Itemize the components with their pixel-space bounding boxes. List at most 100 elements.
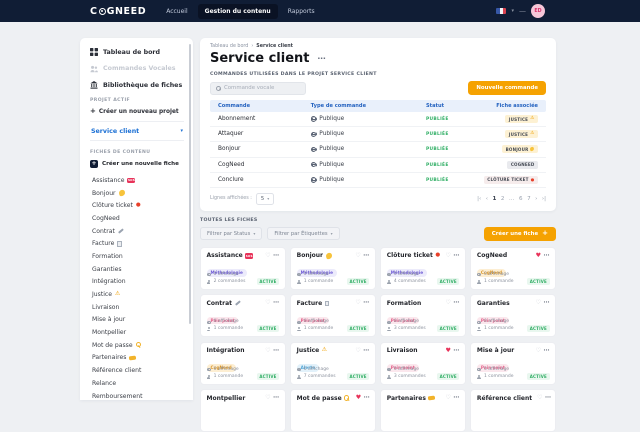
card-menu-icon[interactable]: ⋯	[363, 394, 370, 402]
sidebar-fiche-livraison[interactable]: Livraison	[92, 303, 120, 311]
sidebar-fiche-montpellier[interactable]: Montpellier	[92, 329, 127, 337]
sidebar-fiche-mise-a-jour[interactable]: Mise à jour	[92, 316, 126, 324]
favorite-icon[interactable]: ♡	[355, 346, 361, 354]
fiche-card-justice[interactable]: Justice ⚠ ♡ ⋯ Alerte 0 affichage 7 commande…	[290, 341, 376, 385]
sidebar-fiche-relance[interactable]: Relance	[92, 379, 117, 387]
favorite-icon[interactable]: ♡	[535, 346, 541, 354]
table-row[interactable]: Abonnement Publique PUBLIÉE JUSTICE ⚠	[210, 112, 546, 128]
sidebar-fiche-bonjour[interactable]: Bonjour	[90, 187, 184, 200]
sidebar-item-service-client[interactable]: Service client ▾	[90, 121, 184, 141]
title-menu-icon[interactable]: ⋯	[317, 54, 326, 63]
fiche-card-assistance[interactable]: Assistance♡⋯ Méthodologie 0 affichage 2 …	[200, 246, 286, 290]
fiche-badge[interactable]: CLÔTURE TICKET ●	[483, 175, 538, 184]
fiche-card-mot-de-passe[interactable]: Mot de passe ♥ ⋯	[290, 389, 376, 432]
pagination-page-2[interactable]: 2	[500, 195, 505, 202]
fiche-badge[interactable]: JUSTICE ⚠	[505, 130, 538, 139]
fiche-card-facture[interactable]: Facture ♡ ⋯ Pain point 0 affichage 1 comma…	[290, 294, 376, 338]
favorite-icon[interactable]: ♡	[265, 394, 271, 402]
fiche-badge[interactable]: JUSTICE ⚠	[505, 115, 538, 124]
card-menu-icon[interactable]: ⋯	[543, 346, 550, 354]
sidebar-fiche-facture[interactable]: Facture	[90, 237, 184, 250]
sidebar-fiche-reference-client[interactable]: Référence client	[92, 367, 142, 375]
favorite-icon[interactable]: ♥	[445, 346, 451, 354]
favorite-icon[interactable]: ♡	[355, 251, 361, 259]
sidebar-fiche-cloture-ticket[interactable]: Clôture ticket ●	[92, 201, 141, 210]
favorite-icon[interactable]: ♥	[355, 394, 362, 402]
breadcrumb-tableau-de-bord[interactable]: Tableau de bord	[210, 44, 249, 49]
table-row[interactable]: Bonjour Publique PUBLIÉE BONJOUR	[210, 142, 546, 158]
favorite-icon[interactable]: ♡	[355, 299, 361, 307]
card-menu-icon[interactable]: ⋯	[273, 346, 280, 354]
command-search[interactable]	[210, 81, 306, 95]
fiche-card-partenaires[interactable]: Partenaires ♡ ⋯	[380, 389, 466, 432]
pagination-page-1[interactable]: 1	[492, 195, 497, 202]
pagination-next[interactable]: ›	[535, 195, 538, 202]
fiche-card-mise-a-jour[interactable]: Mise à jour ♡ ⋯ Pain point 0 affichage 1 c…	[470, 341, 556, 385]
favorite-icon[interactable]: ♡	[445, 299, 451, 307]
nav-gestion-du-contenu[interactable]: Gestion du contenu	[197, 3, 278, 19]
sidebar-fiche-mot-de-passe[interactable]: Mot de passe	[90, 339, 184, 352]
fiche-card-formation[interactable]: Formation ♡ ⋯ Pain point 0 affichage 3 com…	[380, 294, 466, 338]
card-menu-icon[interactable]: ⋯	[543, 251, 550, 259]
search-input[interactable]	[224, 85, 300, 91]
fiche-card-integration[interactable]: Intégration ♡ ⋯ CogNeed 0 affichage 1 comm…	[200, 341, 286, 385]
sidebar-scrollbar[interactable]	[188, 44, 191, 324]
card-menu-icon[interactable]: ⋯	[273, 299, 280, 307]
fiche-card-montpellier[interactable]: Montpellier ♡ ⋯	[200, 389, 286, 432]
create-fiche-sidebar-button[interactable]: + Créer une nouvelle fiche	[90, 160, 184, 168]
filter-status-select[interactable]: Filtrer par Status ▾	[200, 227, 263, 241]
language-flag-fr-icon[interactable]	[496, 7, 507, 15]
sidebar-fiche-garanties[interactable]: Garanties	[92, 265, 122, 273]
favorite-icon[interactable]: ♡	[537, 394, 543, 402]
card-menu-icon[interactable]: ⋯	[363, 251, 370, 259]
create-fiche-button[interactable]: Créer une fiche +	[483, 226, 556, 241]
pagination-prev[interactable]: ‹	[485, 195, 488, 202]
card-menu-icon[interactable]: ⋯	[453, 299, 460, 307]
fiche-card-bonjour[interactable]: Bonjour ♡ ⋯ Méthodologie 0 affichage 1 com…	[290, 246, 376, 290]
fiche-card-contrat[interactable]: Contrat ♡ ⋯ Pain point 0 affichage 1 comma…	[200, 294, 286, 338]
card-menu-icon[interactable]: ⋯	[453, 394, 460, 402]
language-caret-icon[interactable]: ▾	[511, 7, 514, 14]
card-menu-icon[interactable]: ⋯	[363, 346, 370, 354]
new-command-button[interactable]: Nouvelle commande	[468, 81, 546, 95]
nav-rapports[interactable]: Rapports	[287, 7, 315, 15]
sidebar-item-tableau-de-bord[interactable]: Tableau de bord	[90, 48, 184, 56]
card-menu-icon[interactable]: ⋯	[545, 394, 552, 402]
favorite-icon[interactable]: ♡	[265, 346, 271, 354]
sidebar-fiche-integration[interactable]: Intégration	[92, 278, 126, 286]
card-menu-icon[interactable]: ⋯	[363, 299, 370, 307]
sidebar-fiche-formation[interactable]: Formation	[92, 252, 123, 260]
sidebar-fiche-partenaires[interactable]: Partenaires	[90, 352, 184, 365]
table-row[interactable]: Conclure Publique PUBLIÉE CLÔTURE TICKET…	[210, 173, 546, 188]
rows-per-page-select[interactable]: 5 ▾	[255, 192, 275, 205]
card-menu-icon[interactable]: ⋯	[273, 394, 280, 402]
favorite-icon[interactable]: ♡	[265, 299, 271, 307]
fiche-card-cloture-ticket[interactable]: Clôture ticket ● ♡ ⋯ Méthodologie 0 afficha…	[380, 246, 466, 290]
filter-etiquettes-select[interactable]: Filtrer par Étiquettes ▾	[267, 227, 340, 241]
card-menu-icon[interactable]: ⋯	[453, 251, 460, 259]
sidebar-fiche-cogneed[interactable]: CogNeed	[92, 214, 120, 222]
table-row[interactable]: CogNeed Publique PUBLIÉE COGNEED	[210, 158, 546, 173]
favorite-icon[interactable]: ♡	[445, 251, 451, 259]
favorite-icon[interactable]: ♡	[445, 394, 451, 402]
sidebar-item-bibliotheque-de-fiches[interactable]: Bibliothèque de fiches	[90, 81, 184, 89]
favorite-icon[interactable]: ♥	[535, 251, 541, 259]
fiche-card-livraison[interactable]: Livraison ♥ ⋯ Pain point 0 affichage 3 com…	[380, 341, 466, 385]
nav-accueil[interactable]: Accueil	[166, 7, 188, 15]
favorite-icon[interactable]: ♡	[265, 251, 271, 259]
table-row[interactable]: Attaquer Publique PUBLIÉE JUSTICE ⚠	[210, 127, 546, 143]
sidebar-fiche-remboursement[interactable]: Remboursement	[92, 392, 143, 400]
pagination-last[interactable]: ›|	[541, 195, 546, 202]
card-menu-icon[interactable]: ⋯	[273, 251, 280, 259]
fiche-card-reference-client[interactable]: Référence client ♡ ⋯	[470, 389, 556, 432]
fiche-card-cogneed[interactable]: CogNeed ♥ ⋯ CogNeed 0 affichage 1 commande…	[470, 246, 556, 290]
fiche-badge[interactable]: BONJOUR	[502, 145, 538, 154]
pagination-page-7[interactable]: 7	[527, 195, 531, 202]
pagination-page-6[interactable]: 6	[519, 195, 523, 202]
sidebar-fiche-justice[interactable]: Justice ⚠	[92, 290, 121, 299]
create-project-button[interactable]: + Créer un nouveau projet	[90, 108, 184, 115]
card-menu-icon[interactable]: ⋯	[453, 346, 460, 354]
logo[interactable]: COGNEED	[90, 6, 146, 17]
card-menu-icon[interactable]: ⋯	[543, 299, 550, 307]
sidebar-fiche-contrat[interactable]: Contrat	[90, 225, 184, 238]
